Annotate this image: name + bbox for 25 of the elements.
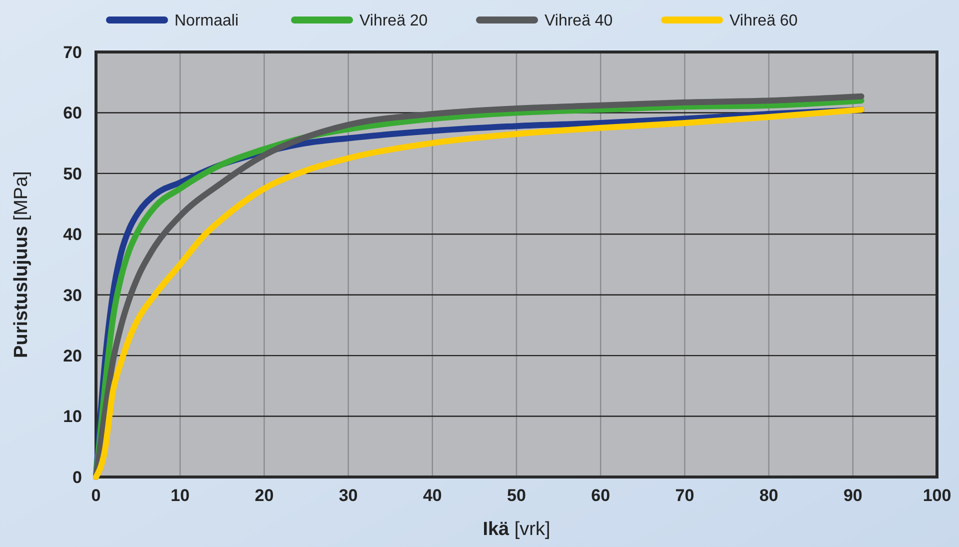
x-tick-label: 10	[170, 486, 190, 505]
legend-label: Vihreä 20	[360, 12, 428, 30]
y-tick-label: 70	[63, 42, 82, 62]
x-tick-label: 90	[843, 486, 862, 505]
x-tick-label: 50	[507, 486, 526, 505]
y-tick-label: 0	[72, 468, 82, 487]
y-tick-label: 40	[63, 225, 82, 244]
legend-label: Vihreä 60	[730, 12, 798, 30]
x-tick-label: 20	[254, 486, 274, 505]
y-tick-label: 50	[63, 164, 82, 184]
x-tick-label: 30	[338, 486, 358, 505]
x-tick-label: 100	[922, 486, 952, 505]
x-tick-label: 70	[675, 486, 694, 505]
y-axis-title: Puristuslujuus [MPa]	[11, 171, 32, 358]
y-tick-label: 20	[63, 346, 82, 366]
x-axis-title: Ikä [vrk]	[482, 519, 550, 540]
x-tick-label: 0	[91, 486, 101, 505]
y-tick-label: 10	[63, 407, 82, 426]
x-tick-label: 60	[591, 486, 610, 505]
legend-label: Vihreä 40	[544, 12, 613, 30]
y-tick-label: 60	[63, 104, 82, 123]
x-tick-label: 80	[759, 486, 778, 505]
y-tick-label: 30	[63, 286, 82, 305]
legend-label: Normaali	[174, 12, 239, 30]
x-tick-label: 40	[422, 486, 442, 505]
